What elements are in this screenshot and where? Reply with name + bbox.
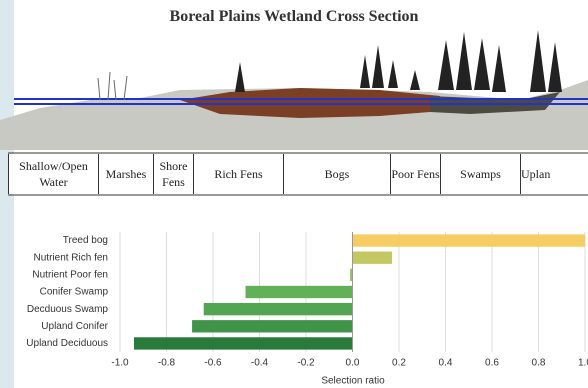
bar <box>353 252 393 264</box>
y-tick-label: Treed bog <box>63 235 108 246</box>
bar <box>192 320 352 332</box>
page: Boreal Plains Wetland Cross Section Shal… <box>0 0 588 388</box>
bar <box>246 286 353 298</box>
x-tick-label: -0.6 <box>204 358 222 369</box>
x-tick-label: -0.4 <box>251 358 269 369</box>
y-tick-label: Upland Deciduous <box>26 338 108 349</box>
bar <box>134 337 353 349</box>
x-tick-label: -0.8 <box>158 358 176 369</box>
x-axis-label: Selection ratio <box>321 376 385 387</box>
bar <box>204 303 353 315</box>
y-tick-label: Upland Conifer <box>41 321 108 332</box>
bar <box>353 234 586 246</box>
y-tick-label: Nutrient Poor fen <box>32 269 108 280</box>
x-tick-label: -0.2 <box>297 358 315 369</box>
y-tick-label: Conifer Swamp <box>40 287 109 298</box>
x-tick-label: 0.2 <box>392 358 406 369</box>
x-tick-label: 0.0 <box>346 358 360 369</box>
chart: Selection ratio -1.0 -0.8 -0.6 -0.4 -0.2 0.0 0… <box>0 0 588 388</box>
y-tick-label: Nutrient Rich fen <box>34 252 108 263</box>
x-tick-label: -1.0 <box>111 358 129 369</box>
x-tick-label: 0.4 <box>439 358 453 369</box>
x-tick-label: 0.6 <box>485 358 499 369</box>
y-tick-label: Decduous Swamp <box>27 304 109 315</box>
x-tick-label: 0.8 <box>532 358 546 369</box>
x-tick-label: 1.0 <box>578 358 588 369</box>
